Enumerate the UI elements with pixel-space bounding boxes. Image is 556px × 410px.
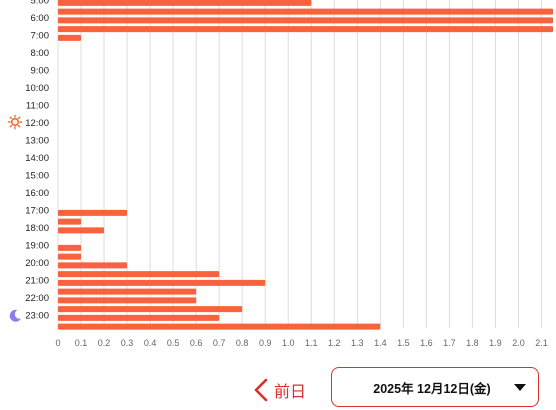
bar	[58, 306, 243, 313]
moon-icon	[9, 309, 21, 322]
caret-down-icon	[514, 383, 526, 391]
bar	[58, 209, 128, 216]
hour-label: 5:00	[31, 0, 50, 7]
x-tick-label: 0.8	[236, 338, 249, 348]
bar	[58, 314, 220, 321]
bar	[58, 297, 197, 304]
x-tick-label: 0.1	[75, 338, 88, 348]
x-tick-label: 1.3	[351, 338, 364, 348]
grid-lines	[57, 0, 542, 328]
hour-label: 11:00	[26, 101, 49, 112]
bar	[58, 0, 312, 6]
x-tick-label: 1.0	[282, 338, 295, 348]
selected-date: 2025年 12月12日(金)	[373, 381, 491, 396]
hour-label: 6:00	[31, 13, 50, 24]
bar	[58, 288, 197, 295]
hour-label: 13:00	[25, 136, 49, 147]
bar	[58, 26, 553, 33]
bar	[58, 8, 553, 15]
bar	[58, 323, 381, 330]
x-tick-label: 1.2	[328, 338, 341, 348]
x-tick-label: 0.4	[144, 338, 157, 348]
bar	[58, 17, 553, 24]
previous-day-label: 前日	[274, 384, 307, 401]
hour-label: 12:00	[25, 118, 49, 129]
x-tick-label: 2.0	[512, 338, 525, 348]
x-tick-label: 1.8	[466, 338, 479, 348]
x-tick-label: 1.1	[305, 338, 318, 348]
previous-day-button[interactable]: 前日	[252, 374, 306, 406]
date-select[interactable]: 2025年 12月12日(金)	[331, 367, 539, 407]
chevron-left-icon	[254, 378, 268, 402]
x-tick-label: 0	[55, 338, 60, 348]
x-tick-label: 2.1	[535, 338, 548, 348]
bar	[58, 34, 82, 41]
x-tick-label: 0.2	[98, 338, 111, 348]
hour-label: 7:00	[31, 31, 50, 42]
hour-labels: 5:00 6:00 7:00 8:00 9:00 10:00 11:00 12:00 13:00…	[25, 0, 49, 322]
sleep-bar-chart: 5:00 6:00 7:00 8:00 9:00 10:00 11:00 12:00 13:00…	[7, 0, 553, 348]
bar	[58, 218, 82, 225]
x-tick-label: 1.7	[443, 338, 456, 348]
hour-label: 10:00	[25, 83, 49, 94]
x-tick-label: 1.4	[374, 338, 387, 348]
hour-label: 22:00	[25, 293, 49, 304]
x-tick-label: 1.9	[489, 338, 502, 348]
sun-icon	[7, 114, 23, 130]
x-tick-label: 1.6	[420, 338, 433, 348]
bar	[58, 227, 105, 234]
x-tick-labels: 0 0.1 0.2 0.3 0.4 0.5 0.6 0.7 0.8 0.9 1.0 1.1 1.2 1.3…	[55, 338, 547, 348]
hour-label: 15:00	[25, 171, 49, 182]
x-tick-label: 0.6	[190, 338, 203, 348]
hour-label: 16:00	[25, 188, 49, 199]
bar	[58, 253, 82, 260]
x-tick-label: 0.3	[121, 338, 134, 348]
bar	[58, 262, 128, 269]
x-tick-label: 0.5	[167, 338, 180, 348]
bar	[58, 279, 266, 286]
x-tick-label: 0.7	[213, 338, 226, 348]
hour-label: 14:00	[25, 153, 49, 164]
hour-label: 19:00	[25, 241, 49, 252]
hour-label: 9:00	[31, 66, 50, 77]
hour-label: 23:00	[25, 311, 49, 322]
x-tick-label: 0.9	[259, 338, 272, 348]
hour-label: 21:00	[25, 276, 49, 287]
bar	[58, 244, 82, 251]
hour-label: 17:00	[25, 206, 49, 217]
bars	[58, 0, 553, 330]
x-tick-label: 1.5	[397, 338, 410, 348]
bar	[58, 271, 220, 278]
hour-label: 8:00	[31, 48, 50, 59]
hour-label: 20:00	[25, 258, 49, 269]
hour-label: 18:00	[25, 223, 49, 234]
